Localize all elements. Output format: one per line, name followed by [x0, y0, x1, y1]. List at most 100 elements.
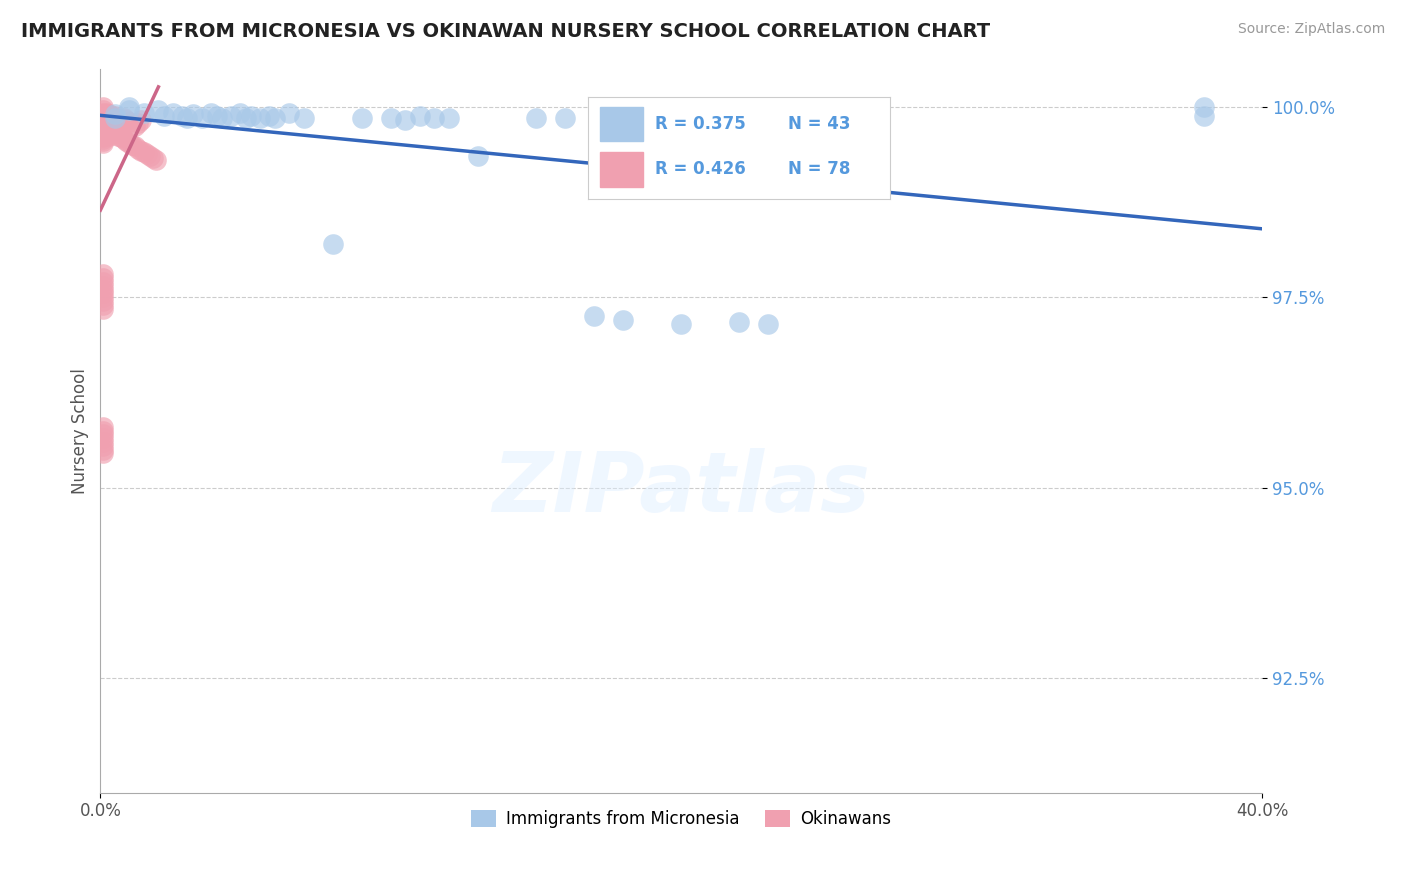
Point: [138, 149, 160, 163]
Point: [118, 115, 141, 129]
Point: [756, 317, 779, 331]
Point: [91, 134, 114, 148]
Point: [91, 293, 114, 308]
Point: [162, 105, 184, 120]
Point: [96, 122, 118, 136]
Point: [104, 126, 127, 140]
Y-axis label: Nursery School: Nursery School: [72, 368, 89, 493]
Point: [127, 142, 149, 156]
Point: [91, 105, 114, 120]
Point: [409, 109, 432, 123]
Point: [91, 435, 114, 450]
Point: [211, 111, 233, 125]
Point: [112, 131, 135, 145]
Point: [98, 115, 121, 129]
Point: [844, 109, 866, 123]
Point: [98, 126, 121, 140]
Point: [380, 111, 402, 125]
Point: [118, 103, 141, 118]
Point: [110, 115, 132, 129]
Point: [91, 446, 114, 460]
Point: [145, 153, 167, 167]
Point: [669, 317, 692, 331]
Point: [292, 111, 315, 125]
Point: [91, 278, 114, 293]
Point: [91, 431, 114, 445]
Point: [91, 419, 114, 434]
Point: [350, 111, 373, 125]
Point: [583, 310, 606, 324]
Point: [91, 119, 114, 133]
Point: [257, 109, 280, 123]
Point: [91, 301, 114, 316]
Point: [278, 105, 301, 120]
Point: [91, 103, 114, 118]
Point: [437, 111, 460, 125]
Point: [121, 116, 143, 130]
Point: [728, 315, 751, 329]
Point: [91, 119, 114, 133]
Point: [132, 145, 155, 160]
Point: [132, 105, 155, 120]
Point: [200, 105, 222, 120]
Point: [699, 111, 721, 125]
Point: [249, 111, 271, 125]
Point: [101, 111, 124, 125]
Legend: Immigrants from Micronesia, Okinawans: Immigrants from Micronesia, Okinawans: [465, 804, 897, 835]
Point: [96, 105, 118, 120]
Point: [115, 113, 138, 128]
Point: [91, 424, 114, 438]
Point: [118, 100, 141, 114]
Point: [91, 286, 114, 301]
Point: [91, 115, 114, 129]
Point: [91, 275, 114, 289]
Point: [104, 107, 127, 121]
Point: [107, 113, 129, 128]
Point: [110, 130, 132, 145]
Point: [91, 442, 114, 457]
Point: [104, 109, 127, 123]
Point: [524, 111, 547, 125]
Point: [98, 128, 121, 143]
Point: [423, 111, 446, 125]
Point: [96, 124, 118, 138]
Point: [104, 111, 127, 125]
Point: [170, 109, 193, 123]
Point: [91, 290, 114, 304]
Point: [91, 427, 114, 442]
Point: [91, 268, 114, 282]
Point: [91, 120, 114, 135]
Point: [96, 109, 118, 123]
Point: [176, 111, 198, 125]
Point: [612, 313, 634, 327]
Text: IMMIGRANTS FROM MICRONESIA VS OKINAWAN NURSERY SCHOOL CORRELATION CHART: IMMIGRANTS FROM MICRONESIA VS OKINAWAN N…: [21, 22, 990, 41]
Point: [107, 128, 129, 143]
Point: [142, 152, 165, 166]
Point: [101, 109, 124, 123]
Point: [322, 236, 344, 251]
Point: [91, 107, 114, 121]
Point: [1192, 109, 1215, 123]
Point: [98, 107, 121, 121]
Point: [153, 109, 176, 123]
Point: [91, 439, 114, 453]
Point: [191, 111, 214, 125]
Point: [148, 103, 170, 118]
Point: [118, 136, 141, 151]
Point: [91, 100, 114, 114]
Point: [91, 113, 114, 128]
Point: [219, 109, 242, 123]
Text: Source: ZipAtlas.com: Source: ZipAtlas.com: [1237, 22, 1385, 37]
Point: [263, 111, 285, 125]
Point: [91, 124, 114, 138]
Point: [127, 116, 149, 130]
Point: [467, 149, 489, 163]
Point: [101, 124, 124, 138]
Point: [96, 115, 118, 129]
Point: [135, 147, 157, 161]
Point: [91, 126, 114, 140]
Point: [124, 119, 146, 133]
Point: [129, 144, 152, 158]
Point: [240, 109, 263, 123]
Point: [104, 111, 127, 125]
